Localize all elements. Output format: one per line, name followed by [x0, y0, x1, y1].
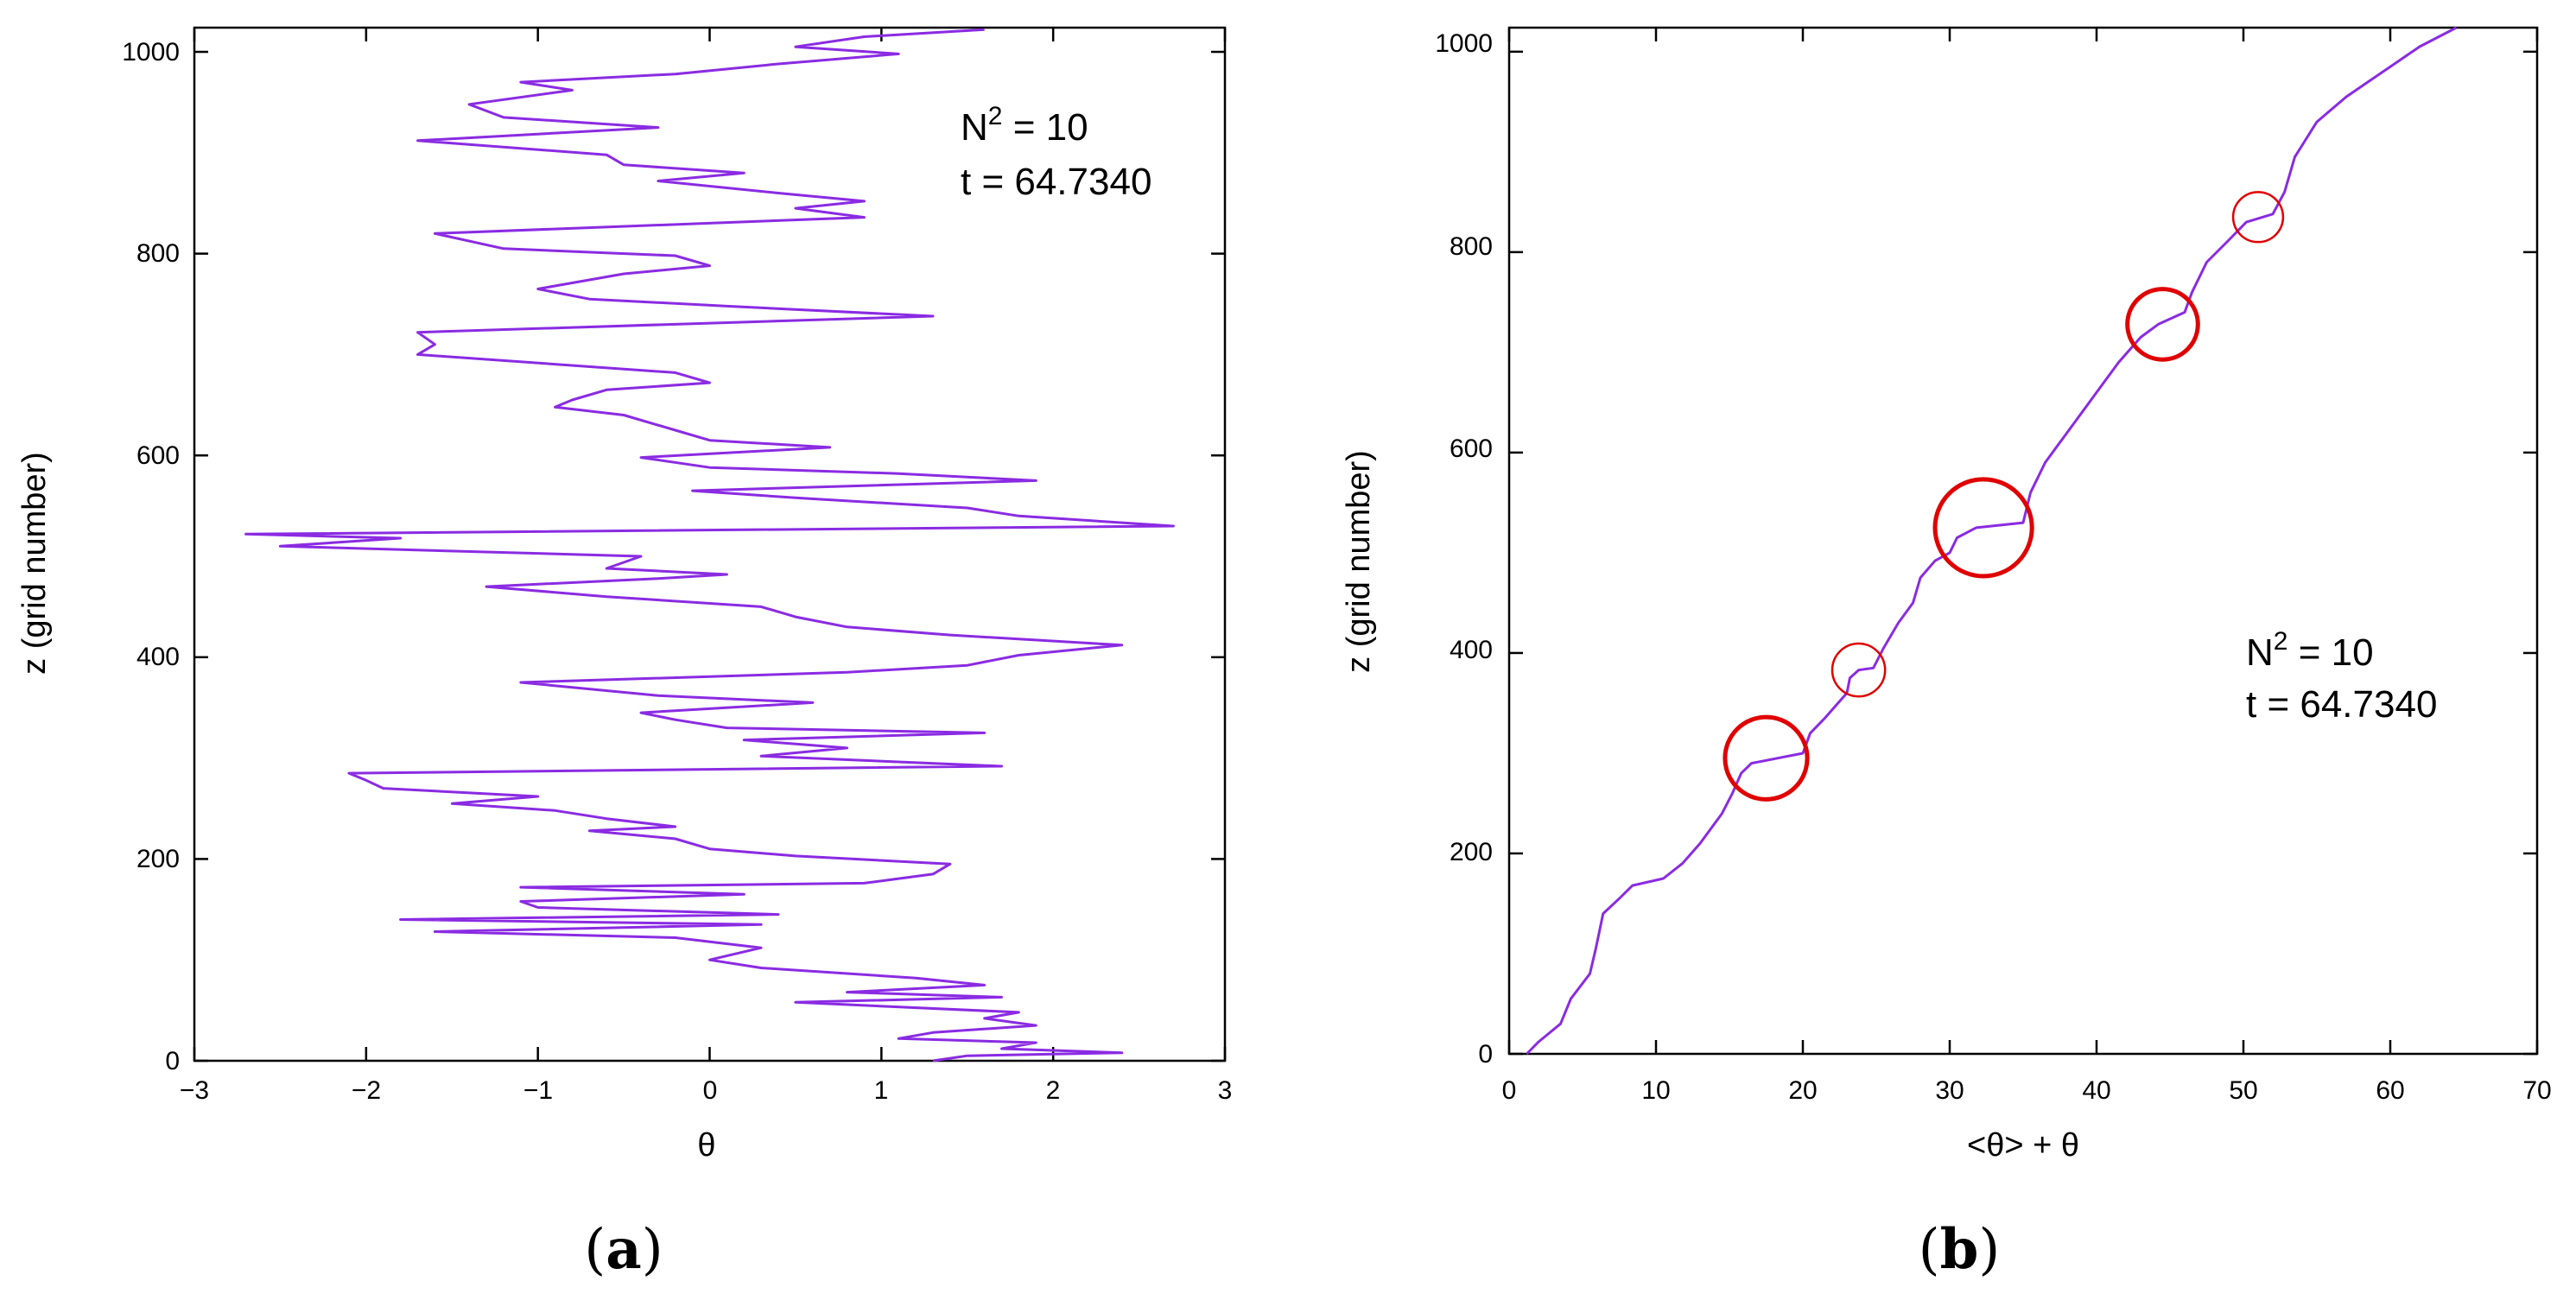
panel-a-annotation-eq: = 10 [1002, 106, 1088, 149]
panel-b-ytick-label: 0 [1478, 1040, 1493, 1069]
panel-b-xtick-label: 40 [2082, 1076, 2110, 1105]
panel-b-xtick-label: 50 [2229, 1076, 2257, 1105]
panel-b-ytick-label: 400 [1450, 636, 1493, 664]
panel-a-ytick-label: 800 [136, 239, 180, 268]
panel-b-highlight-circle [1830, 642, 1887, 698]
panel-a-ytick-label: 1000 [122, 38, 180, 67]
panel-b-highlight-circle [2231, 191, 2285, 244]
panel-a-xtick-label: 2 [1046, 1076, 1061, 1105]
panel-b-annotation-sup: 2 [2274, 627, 2288, 656]
panel-b-caption-open: ( [1919, 1218, 1940, 1282]
panel-a-chart: 0 200 400 600 800 1000 −3 −2 −1 0 1 2 3 … [16, 26, 1232, 1282]
panel-a-caption: (a) [584, 1217, 663, 1282]
panel-a-xtick-label: 0 [703, 1076, 718, 1105]
panel-b-ytick-labels: 0 200 400 600 800 1000 [1435, 29, 1493, 1069]
panel-b-ytick-label: 600 [1450, 435, 1493, 463]
panel-a-xtick-label: −2 [352, 1076, 381, 1105]
panel-a-ytick-labels: 0 200 400 600 800 1000 [122, 38, 180, 1075]
panel-a-xtick-label: 3 [1218, 1076, 1233, 1105]
panel-a-annotation-line1: N2 = 10 [961, 102, 1088, 149]
panel-a-xtick-label: 1 [874, 1076, 889, 1105]
panel-b-xtick-label: 10 [1641, 1076, 1670, 1105]
panel-a-annotation-n: N [961, 106, 988, 149]
panel-b-annotation-line2: t = 64.7340 [2246, 683, 2437, 726]
panel-a-ytick-label: 600 [136, 441, 180, 470]
panel-a-caption-close: ) [642, 1218, 663, 1282]
panel-b-annotation-eq: = 10 [2287, 631, 2373, 674]
panel-b-xtick-label: 0 [1502, 1076, 1517, 1105]
panel-b-highlight-circle [1932, 477, 2034, 579]
panel-a-annotation-sup: 2 [988, 102, 1003, 130]
panel-b-annotation-n: N [2246, 631, 2274, 674]
panel-a-ytick-label: 200 [136, 845, 180, 873]
panel-a-xtick-labels: −3 −2 −1 0 1 2 3 [180, 1076, 1232, 1105]
panel-b-caption: (b) [1919, 1217, 2001, 1282]
panel-a-ytick-label: 0 [165, 1047, 180, 1075]
panel-b-caption-letter: b [1940, 1217, 1979, 1282]
panel-a-ytick-label: 400 [136, 643, 180, 671]
panel-b-y-axis-label: z (grid number) [1341, 450, 1377, 673]
panel-a-series-line [244, 28, 1175, 1062]
panel-b-series-line [1526, 26, 2458, 1056]
panel-a-y-axis-label: z (grid number) [16, 452, 53, 675]
panel-b-xtick-label: 70 [2522, 1076, 2551, 1105]
panel-b-chart: 0 200 400 600 800 1000 0 10 20 30 40 50 … [1341, 26, 2552, 1282]
panel-a-xtick-label: −1 [523, 1076, 553, 1105]
panel-b-ytick-label: 1000 [1435, 29, 1493, 58]
panel-b-xtick-label: 30 [1935, 1076, 1964, 1105]
panel-b-xtick-label: 60 [2376, 1076, 2404, 1105]
panel-b-xtick-label: 20 [1788, 1076, 1817, 1105]
panel-b-plot-frame [1507, 26, 2539, 1056]
panel-b-caption-close: ) [1978, 1218, 2000, 1282]
panel-a-annotation-line2: t = 64.7340 [961, 161, 1152, 203]
panel-b-xtick-labels: 0 10 20 30 40 50 60 70 [1502, 1076, 2552, 1105]
panel-b-ytick-label: 200 [1450, 838, 1493, 866]
panel-b-highlight-circle [1723, 714, 1810, 802]
panel-b-annotation-line1: N2 = 10 [2246, 627, 2374, 674]
panel-a-x-axis-label: θ [697, 1127, 715, 1164]
panel-a-xtick-label: −3 [180, 1076, 209, 1105]
panel-b-x-axis-label: <θ> + θ [1967, 1127, 2079, 1164]
panel-b-ytick-label: 800 [1450, 232, 1493, 261]
panel-a-caption-letter: a [606, 1217, 641, 1282]
panel-a-caption-open: ( [584, 1218, 606, 1282]
panel-b-highlight-circle [2125, 287, 2200, 362]
